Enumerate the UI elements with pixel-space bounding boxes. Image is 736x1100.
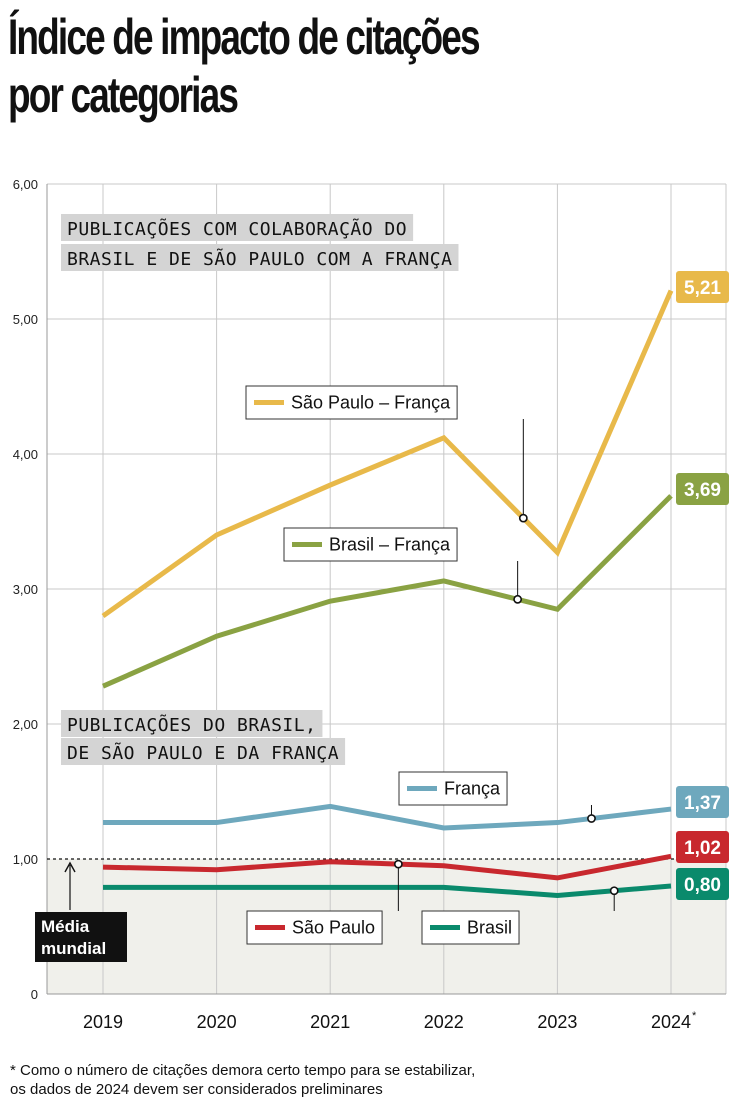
section-label-text: PUBLICAÇÕES COM COLABORAÇÃO DO [67,218,407,240]
x-tick-label: 2021 [310,1012,350,1032]
legend-label-1: Brasil – França [329,535,451,555]
end-value-box-0 [676,271,729,303]
y-tick-label: 5,00 [13,312,38,327]
y-tick-label: 0 [31,987,38,1002]
end-value-box-3 [676,831,729,863]
below-average-band [47,859,726,994]
footnote: * Como o número de citações demora certo… [10,1061,475,1099]
x-tick-label: 2023 [537,1012,577,1032]
chart-title-line-1: Índice de impacto de citações [8,9,481,65]
x-tick-label: 2022 [424,1012,464,1032]
footnote-line-2: os dados de 2024 devem ser considerados … [10,1081,383,1098]
world-average-label-line-1: Média [41,917,90,936]
end-value-box-4 [676,868,729,900]
legend-point-0 [518,513,528,523]
section-label-bg [61,710,323,737]
y-tick-label: 3,00 [13,582,38,597]
y-tick-label: 1,00 [13,852,38,867]
legend-point-3 [393,859,403,869]
end-value-box-2 [676,786,729,818]
y-tick-label: 2,00 [13,717,38,732]
end-value-label-4: 0,80 [684,875,721,896]
y-tick-label: 4,00 [13,447,38,462]
legend-label-3: São Paulo [292,918,375,938]
series-line-1 [101,494,673,689]
legend-label-4: Brasil [467,918,512,938]
series-line-2 [103,803,672,831]
legend-point-2 [587,814,596,823]
legend-label-2: França [444,779,501,799]
end-value-label-0: 5,21 [684,278,721,299]
legend-label-0: São Paulo – França [291,393,451,413]
chart-title: Índice de impacto de citações por catego… [8,8,481,124]
legend-point-4 [609,886,619,896]
x-tick-label: 2020 [197,1012,237,1032]
x-tick-label: 2019 [83,1012,123,1032]
end-value-box-1 [676,473,729,505]
end-value-label-3: 1,02 [684,838,721,859]
section-label-text: DE SÃO PAULO E DA FRANÇA [67,742,339,764]
footnote-line-1: * Como o número de citações demora certo… [10,1062,476,1079]
end-value-label-2: 1,37 [684,793,721,814]
section-label-text: BRASIL E DE SÃO PAULO COM A FRANÇA [67,248,452,270]
x-tick-label: 2024 [651,1012,691,1032]
end-value-label-1: 3,69 [684,480,721,501]
series-line-4 [103,883,672,898]
section-label-bg [61,738,346,765]
series-line-3 [102,853,672,881]
series-line-0 [101,289,674,619]
legend-point-1 [513,594,523,604]
line-chart: 0 1,00 2,00 3,00 4,00 5,00 6,00 2019 2020 2021 202… [13,177,729,1032]
world-average-label-box [35,912,127,962]
section-label-bg [61,244,459,271]
chart-title-line-2: por categorias [8,67,239,123]
world-average-label-line-2: mundial [41,939,106,958]
section-label-bg [61,214,414,241]
y-tick-label: 6,00 [13,177,38,192]
section-label-text: PUBLICAÇÕES DO BRASIL, [67,714,316,736]
world-average-arrow-head [64,861,76,873]
x-tick-marker: * [692,1010,697,1022]
